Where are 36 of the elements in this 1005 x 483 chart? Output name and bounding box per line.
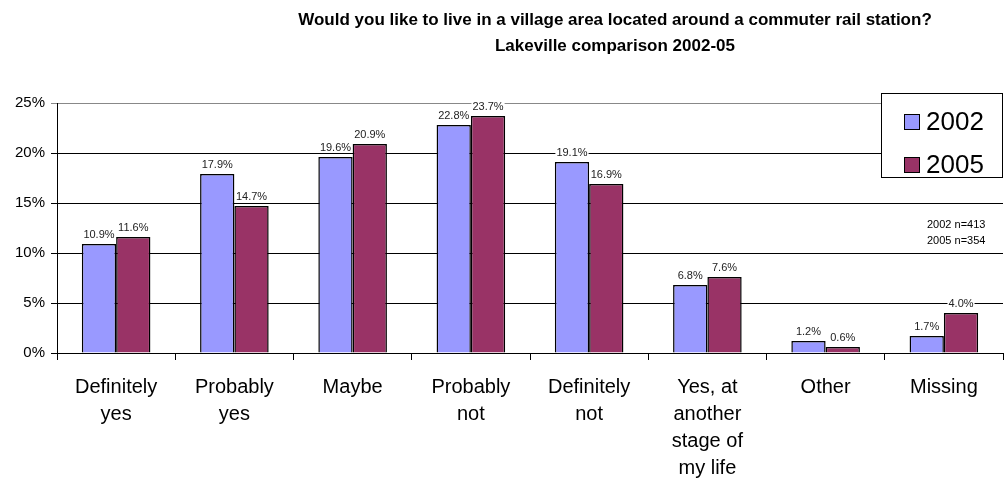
legend-label: 2005 xyxy=(926,149,984,180)
y-tick-label: 10% xyxy=(14,243,45,261)
data-label: 19.6% xyxy=(319,140,352,153)
x-tick-label: Probably not xyxy=(431,375,511,425)
y-tick-label: 15% xyxy=(14,193,45,211)
data-label: 14.7% xyxy=(235,189,268,202)
y-tick-label: 25% xyxy=(14,93,45,111)
y-tick-label: 20% xyxy=(14,143,45,161)
y-tick-label: 0% xyxy=(23,343,45,361)
data-label: 6.8% xyxy=(677,268,703,281)
legend-label: 2002 xyxy=(926,106,984,137)
data-label: 19.1% xyxy=(556,145,588,158)
data-label: 20.9% xyxy=(354,127,386,140)
x-tick-label: Probably yes xyxy=(194,375,274,425)
data-label: 7.6% xyxy=(711,260,738,273)
y-tick-label: 5% xyxy=(23,293,45,311)
chart-title: Would you like to live in a village area located around a commuter rail station? xyxy=(297,10,933,30)
x-tick-label: Definitely yes xyxy=(74,375,158,425)
data-label: 10.9% xyxy=(83,227,115,240)
data-label: 16.9% xyxy=(590,167,623,180)
annotation: 2005 n=354 xyxy=(927,233,986,248)
x-tick-label: Other xyxy=(800,375,851,398)
x-tick-label: Definitely not xyxy=(547,375,631,425)
data-label: 0.6% xyxy=(830,330,856,343)
x-tick-label: Yes, at another stage of my life xyxy=(671,375,744,479)
annotation: 2002 n=413 xyxy=(927,217,986,232)
data-label: 1.7% xyxy=(914,319,940,332)
x-tick-label: Maybe xyxy=(322,375,383,398)
data-label: 11.6% xyxy=(118,220,149,233)
data-label: 4.0% xyxy=(948,296,974,309)
data-label: 17.9% xyxy=(201,157,234,170)
data-label: 22.8% xyxy=(438,108,470,121)
x-tick-label: Missing xyxy=(909,375,978,398)
data-label: 23.7% xyxy=(472,99,504,112)
data-label: 1.2% xyxy=(795,324,822,337)
chart-subtitle: Lakeville comparison 2002-05 xyxy=(494,36,736,56)
